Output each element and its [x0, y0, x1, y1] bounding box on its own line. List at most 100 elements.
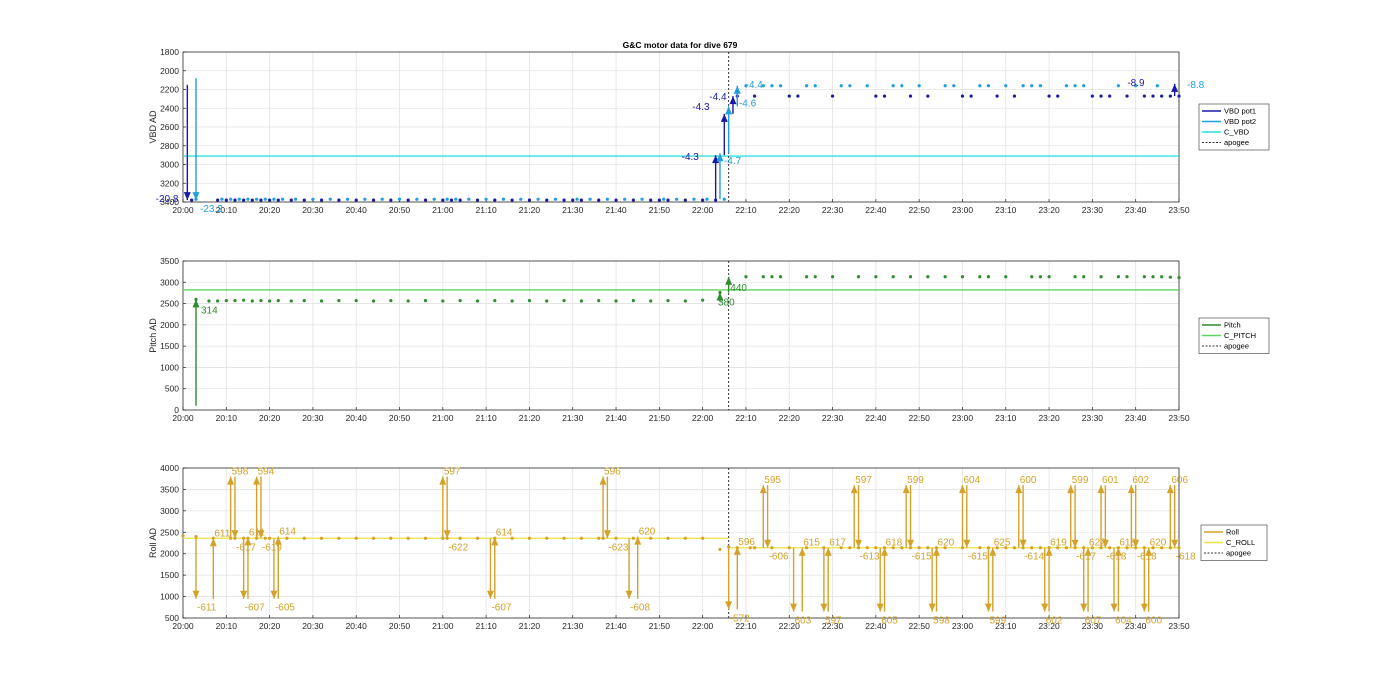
data-point: [354, 536, 358, 540]
data-point: [1004, 275, 1008, 279]
data-point: [458, 298, 462, 303]
roll-annotation: 602: [1046, 616, 1063, 627]
data-point: [259, 298, 263, 303]
roll-arrow-head: [1132, 539, 1140, 548]
roll-arrow-head: [984, 603, 992, 612]
y-tick-label: 1000: [160, 362, 179, 372]
data-point: [960, 275, 965, 279]
roll-arrow-head: [1080, 603, 1088, 612]
roll-arrow-head: [824, 547, 832, 556]
data-point: [553, 197, 558, 201]
roll-arrow-head: [1045, 547, 1053, 556]
vbd-arrow-head: [729, 96, 737, 105]
data-point: [796, 94, 800, 98]
roll-annotation: 620: [937, 538, 954, 549]
x-tick-label: 20:20: [259, 621, 281, 631]
vbd-annotation: -20.8: [156, 194, 179, 205]
data-point: [190, 198, 194, 202]
vbd-panel: 20:00 20:10 20:20 20:30 20:40 20:50 21:00 21:10…: [148, 47, 1270, 215]
data-point: [454, 197, 458, 201]
roll-annotation: -607: [245, 603, 265, 614]
data-point: [337, 536, 341, 540]
data-point: [908, 275, 913, 279]
roll-arrow-head: [850, 485, 858, 494]
data-point: [779, 275, 783, 279]
y-tick-label: 2500: [160, 299, 179, 309]
data-point: [545, 299, 549, 303]
data-point: [406, 536, 410, 540]
data-point: [237, 197, 241, 201]
legend-label: VBD pot2: [1224, 117, 1256, 126]
x-tick-label: 22:10: [735, 413, 757, 423]
data-point: [285, 536, 289, 540]
x-tick-label: 20:20: [259, 413, 281, 423]
x-tick-label: 23:00: [952, 621, 974, 631]
data-point: [1082, 84, 1086, 88]
x-tick-label: 23:40: [1125, 621, 1147, 631]
data-point: [787, 94, 791, 98]
data-point: [445, 536, 449, 540]
roll-arrow-head: [244, 537, 252, 546]
roll-annotation: 602: [1132, 475, 1149, 486]
x-tick-label: 21:40: [605, 413, 627, 423]
data-point: [874, 94, 878, 98]
roll-annotation: -615: [968, 552, 988, 563]
x-tick-label: 22:50: [909, 205, 931, 215]
legend-label: Pitch: [1224, 321, 1241, 330]
data-point: [960, 546, 965, 550]
x-tick-label: 22:00: [692, 205, 714, 215]
data-point: [1125, 546, 1129, 550]
roll-annotation: 607: [1085, 616, 1102, 627]
roll-annotation: -607: [491, 603, 511, 614]
x-tick-label: 22:50: [909, 413, 931, 423]
x-tick-label: 22:10: [735, 621, 757, 631]
data-point: [848, 546, 852, 550]
data-point: [830, 94, 835, 98]
data-point: [1030, 84, 1034, 88]
data-point: [1047, 94, 1051, 98]
data-point: [1142, 275, 1146, 279]
data-point: [960, 94, 965, 98]
roll-annotation: 604: [1115, 616, 1132, 627]
data-point: [744, 275, 748, 279]
x-tick-label: 21:40: [605, 205, 627, 215]
pitch-annotation: 380: [718, 298, 735, 309]
x-tick-label: 21:00: [432, 621, 454, 631]
data-point: [943, 275, 947, 279]
roll-annotation: 599: [1072, 475, 1089, 486]
data-point: [389, 198, 393, 202]
x-tick-label: 21:10: [475, 621, 497, 631]
roll-arrow-head: [1140, 603, 1148, 612]
data-point: [1030, 275, 1034, 279]
roll-annotation: 597: [444, 467, 461, 478]
x-tick-label: 23:20: [1038, 413, 1060, 423]
data-point: [562, 536, 566, 540]
roll-annotation: 625: [994, 538, 1011, 549]
x-tick-label: 22:20: [779, 621, 801, 631]
roll-annotation: -572: [730, 613, 750, 624]
x-tick-label: 21:40: [605, 621, 627, 631]
vbd-arrow-head: [183, 192, 191, 201]
x-tick-label: 23:20: [1038, 621, 1060, 631]
x-tick-label: 21:50: [649, 621, 671, 631]
x-tick-label: 22:00: [692, 413, 714, 423]
x-tick-label: 21:00: [432, 205, 454, 215]
data-point: [986, 275, 991, 279]
data-point: [1099, 94, 1103, 98]
x-tick-label: 21:30: [562, 621, 584, 631]
data-point: [242, 198, 246, 202]
y-tick-label: 1500: [160, 341, 179, 351]
data-point: [1125, 275, 1129, 279]
roll-annotation: -605: [275, 603, 295, 614]
x-tick-label: 23:00: [952, 205, 974, 215]
data-point: [519, 197, 523, 201]
data-point: [714, 198, 718, 202]
y-tick-label: 3000: [160, 277, 179, 287]
y-tick-label: 1000: [160, 592, 179, 602]
roll-arrow-head: [733, 546, 741, 555]
data-point: [501, 197, 506, 201]
data-point: [423, 198, 428, 202]
data-point: [406, 299, 410, 303]
data-point: [1021, 546, 1025, 550]
data-point: [1021, 84, 1025, 88]
